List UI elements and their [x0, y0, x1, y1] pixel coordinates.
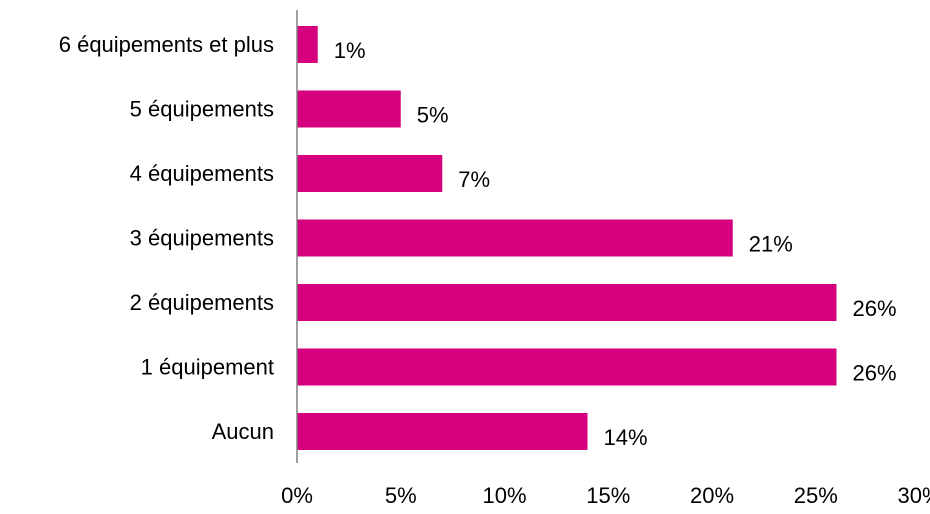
category-label-aucun: Aucun [212, 419, 274, 444]
data-label-3-equipements: 21% [749, 232, 793, 257]
category-label-2-equipements: 2 équipements [130, 290, 274, 315]
bar-1-equipement [297, 348, 837, 386]
x-tick-label: 0% [281, 483, 313, 508]
bar-5-equipements [297, 90, 401, 128]
x-tick-label: 15% [586, 483, 630, 508]
category-label-1-equipement: 1 équipement [141, 355, 274, 380]
data-label-2-equipements: 26% [853, 296, 897, 321]
data-label-aucun: 14% [604, 425, 648, 450]
x-tick-label: 25% [794, 483, 838, 508]
bar-3-equipements [297, 219, 733, 257]
data-label-6-equipements-et-plus: 1% [334, 38, 366, 63]
labels-layer: 6 équipements et plus 1% 5 équipements 5% 4 … [59, 32, 930, 508]
x-tick-label: 20% [690, 483, 734, 508]
bar-6-equipements-et-plus [297, 26, 318, 63]
x-tick-label: 30% [897, 483, 930, 508]
bar-4-equipements [297, 155, 443, 192]
category-label-4-equipements: 4 équipements [130, 161, 274, 186]
category-label-5-equipements: 5 équipements [130, 97, 274, 122]
x-tick-label: 5% [385, 483, 417, 508]
category-label-6-equipements-et-plus: 6 équipements et plus [59, 32, 274, 57]
data-label-4-equipements: 7% [458, 167, 490, 192]
data-label-5-equipements: 5% [417, 103, 449, 128]
data-label-1-equipement: 26% [853, 361, 897, 386]
bars-layer [297, 26, 837, 450]
bar-aucun [297, 413, 588, 450]
category-label-3-equipements: 3 équipements [130, 226, 274, 251]
x-tick-label: 10% [482, 483, 526, 508]
bar-2-equipements [297, 284, 837, 321]
